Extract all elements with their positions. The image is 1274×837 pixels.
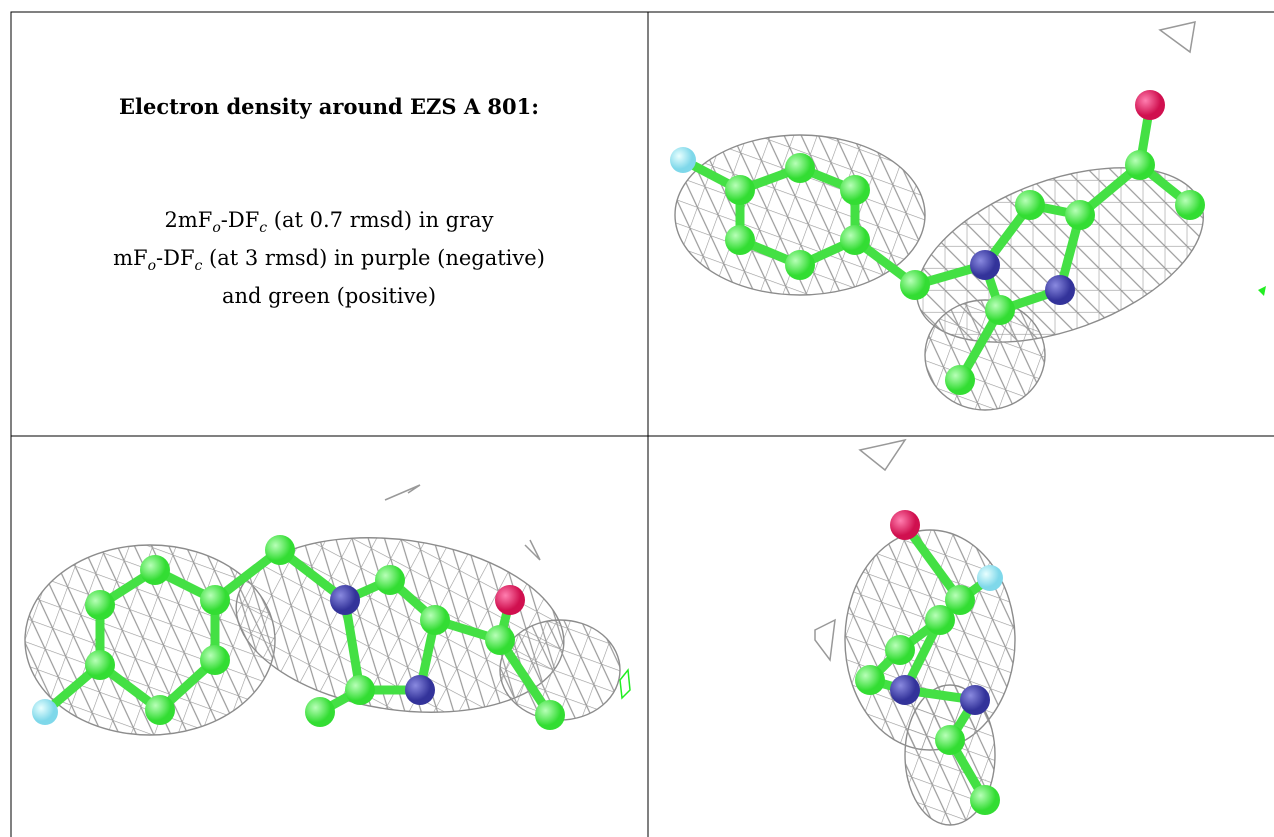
atom — [265, 535, 295, 565]
atom — [200, 645, 230, 675]
positive-density — [620, 670, 630, 698]
atom — [32, 699, 58, 725]
atom — [535, 700, 565, 730]
caption-text: -DF — [221, 208, 260, 232]
atom — [1175, 190, 1205, 220]
atom — [725, 175, 755, 205]
atom — [785, 153, 815, 183]
caption-text: -DF — [156, 246, 195, 270]
caption-text: 2mF — [164, 208, 212, 232]
atom — [970, 785, 1000, 815]
atom — [1135, 90, 1165, 120]
page: Electron density around EZS A 801: 2mFo-… — [0, 0, 1274, 837]
density-fragment — [815, 620, 835, 660]
atom — [890, 675, 920, 705]
caption-title: Electron density around EZS A 801: — [11, 94, 647, 119]
caption-text: (at 0.7 rmsd) in gray — [267, 208, 493, 232]
atom — [900, 270, 930, 300]
atom — [85, 590, 115, 620]
atom — [985, 295, 1015, 325]
positive-density — [1258, 286, 1266, 296]
atom — [200, 585, 230, 615]
density-fragment — [860, 440, 905, 470]
atom — [960, 685, 990, 715]
atom — [840, 225, 870, 255]
atom — [840, 175, 870, 205]
atom — [145, 695, 175, 725]
atom — [725, 225, 755, 255]
caption-line: mFo-DFc (at 3 rmsd) in purple (negative) — [11, 246, 647, 274]
atom — [1065, 200, 1095, 230]
atom — [485, 625, 515, 655]
density-mesh — [925, 300, 1045, 410]
atom — [305, 697, 335, 727]
atom — [330, 585, 360, 615]
atom — [405, 675, 435, 705]
caption-text: (at 3 rmsd) in purple (negative) — [202, 246, 545, 270]
caption-line: and green (positive) — [11, 284, 647, 308]
subscript: o — [212, 220, 220, 236]
atom — [1125, 150, 1155, 180]
figure-grid — [0, 0, 1274, 837]
atom — [785, 250, 815, 280]
atom — [890, 510, 920, 540]
atom — [495, 585, 525, 615]
density-fragment — [1160, 22, 1195, 52]
atom — [345, 675, 375, 705]
atom — [140, 555, 170, 585]
atom — [375, 565, 405, 595]
atom — [1015, 190, 1045, 220]
atom — [925, 605, 955, 635]
atom — [945, 365, 975, 395]
caption-line: 2mFo-DFc (at 0.7 rmsd) in gray — [11, 208, 647, 236]
atom — [420, 605, 450, 635]
subscript: o — [148, 258, 156, 274]
atom — [670, 147, 696, 173]
atom — [935, 725, 965, 755]
atom — [970, 250, 1000, 280]
atom — [855, 665, 885, 695]
caption-text: and green (positive) — [222, 284, 436, 308]
caption-text: mF — [113, 246, 147, 270]
subscript: c — [259, 220, 267, 236]
atom — [85, 650, 115, 680]
atom — [1045, 275, 1075, 305]
atom — [885, 635, 915, 665]
atom — [977, 565, 1003, 591]
